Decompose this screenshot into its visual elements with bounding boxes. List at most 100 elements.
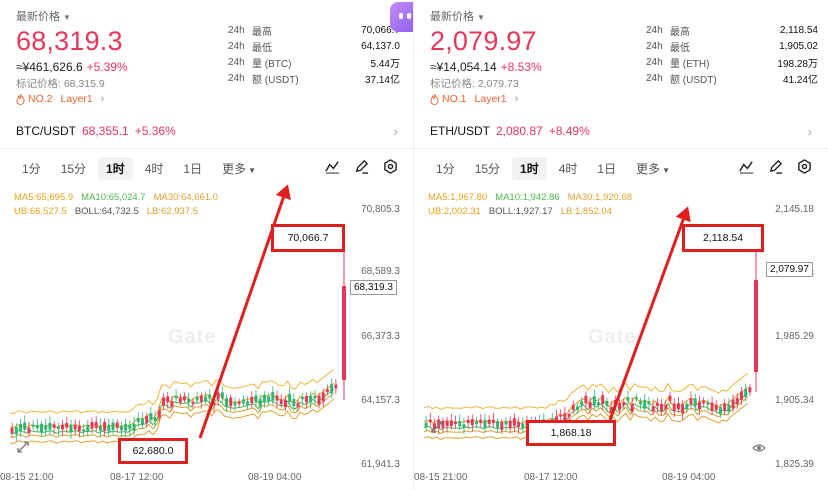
x-tick: 08-17 12:00	[110, 472, 164, 483]
candle-body	[517, 422, 521, 427]
candle-body	[183, 396, 186, 401]
tab-1d[interactable]: 1日	[597, 161, 617, 176]
boll-upper-band	[9, 368, 335, 414]
tab-1d[interactable]: 1日	[183, 161, 203, 176]
y-tick: 1,985.29	[775, 331, 814, 342]
eye-icon[interactable]	[752, 441, 766, 455]
candle-body	[689, 398, 693, 404]
candle-body	[250, 396, 254, 404]
tab-1m[interactable]: 1分	[22, 161, 41, 176]
candle-body	[300, 396, 304, 400]
chevron-right-icon[interactable]: ›	[807, 123, 812, 139]
mark-price: 标记价格: 68,315.9	[16, 78, 105, 90]
candle-body	[643, 399, 647, 409]
pair-change: +5.36%	[134, 124, 176, 138]
change-percent: +5.39%	[86, 60, 128, 74]
latest-price-label[interactable]: 最新价格 ▼	[16, 11, 71, 23]
settings-hex-icon[interactable]	[383, 159, 398, 174]
candle-body	[23, 422, 27, 430]
candle-body	[199, 395, 203, 402]
candle-body	[233, 402, 237, 406]
candle-body	[508, 420, 512, 429]
indicator-icon[interactable]	[739, 159, 754, 174]
tab-15m[interactable]: 15分	[60, 161, 87, 176]
chart-tools	[739, 159, 812, 174]
layer-tag[interactable]: Layer1	[60, 93, 93, 105]
candle-body	[195, 397, 199, 401]
candle-body	[609, 407, 613, 414]
y-tick: 64,157.3	[361, 395, 400, 406]
candle-body	[433, 423, 436, 430]
candle-body	[267, 396, 271, 402]
tab-1h[interactable]: 1时	[98, 156, 133, 180]
candlestick-chart[interactable]	[0, 0, 414, 490]
pair-name: ETH/USDT	[430, 124, 490, 138]
candle-body	[634, 397, 638, 400]
tab-1h[interactable]: 1时	[512, 156, 547, 180]
candle-body	[292, 398, 296, 407]
ma30-line	[423, 396, 749, 434]
current-price-tag: 2,079.97	[766, 262, 813, 277]
settings-hex-icon[interactable]	[797, 159, 812, 174]
candle-body	[342, 286, 346, 380]
candle-body	[275, 395, 279, 401]
candle-body	[483, 419, 487, 429]
expand-icon[interactable]	[16, 440, 30, 454]
candle-body	[740, 391, 743, 400]
tab-15m[interactable]: 15分	[474, 161, 501, 176]
candle-body	[449, 420, 453, 427]
pair-row[interactable]: BTC/USDT 68,355.1 +5.36% ›	[16, 123, 398, 139]
x-tick: 08-19 04:00	[662, 472, 716, 483]
candle-body	[445, 420, 449, 427]
trend-arrow-head	[275, 184, 291, 201]
draw-pen-icon[interactable]	[354, 159, 369, 174]
tab-4h[interactable]: 4时	[144, 161, 164, 176]
candle-body	[685, 403, 689, 410]
candle-body	[321, 392, 325, 402]
stat-turnover: 24h 额 (USDT) 41.24亿	[646, 72, 818, 86]
draw-pen-icon[interactable]	[768, 159, 783, 174]
ma10-value: MA10:1,942.86	[495, 192, 560, 203]
ma30-value: MA30:1,920.68	[567, 192, 633, 203]
candle-body	[170, 401, 174, 407]
chevron-right-icon[interactable]: ›	[100, 93, 105, 105]
pair-row[interactable]: ETH/USDT 2,080.87 +8.49% ›	[430, 123, 812, 139]
trend-arrow-head	[675, 206, 691, 223]
layer-tag[interactable]: Layer1	[474, 93, 507, 105]
ma5-value: MA5:65,695.9	[14, 192, 74, 203]
candlestick-chart[interactable]	[414, 0, 828, 490]
tab-4h[interactable]: 4时	[558, 161, 578, 176]
indicator-icon[interactable]	[325, 159, 340, 174]
candle-body	[262, 394, 266, 402]
candle-body	[40, 423, 44, 433]
candle-body	[639, 401, 643, 405]
candle-body	[710, 402, 714, 412]
rank-badge[interactable]: NO.1	[430, 93, 467, 105]
mark-price: 标记价格: 2,079.73	[430, 78, 519, 90]
candle-body	[157, 410, 161, 418]
candle-body	[618, 402, 622, 410]
candle-body	[714, 404, 718, 411]
candle-body	[149, 413, 153, 420]
rank-badge[interactable]: NO.2	[16, 93, 53, 105]
candle-body	[576, 406, 579, 410]
tab-more[interactable]: 更多 ▼	[222, 161, 257, 176]
candle-body	[304, 396, 308, 403]
assistant-avatar-button[interactable]	[390, 2, 414, 32]
tab-more[interactable]: 更多 ▼	[636, 161, 671, 176]
fire-icon	[430, 93, 439, 105]
chevron-right-icon[interactable]: ›	[393, 123, 398, 139]
candle-body	[271, 391, 275, 401]
expand-icon[interactable]	[430, 420, 444, 434]
tab-1m[interactable]: 1分	[436, 161, 455, 176]
candle-body	[521, 423, 525, 429]
candle-body	[103, 421, 107, 431]
candle-body	[220, 392, 224, 399]
candle-body	[61, 424, 65, 430]
caret-down-icon: ▼	[477, 13, 485, 22]
chevron-right-icon[interactable]: ›	[514, 93, 519, 105]
y-tick: 61,941.3	[361, 459, 400, 470]
latest-price-label[interactable]: 最新价格 ▼	[430, 11, 485, 23]
ma30-value: MA30:64,661.0	[153, 192, 219, 203]
stat-high: 24h 最高 2,118.54	[646, 24, 818, 38]
